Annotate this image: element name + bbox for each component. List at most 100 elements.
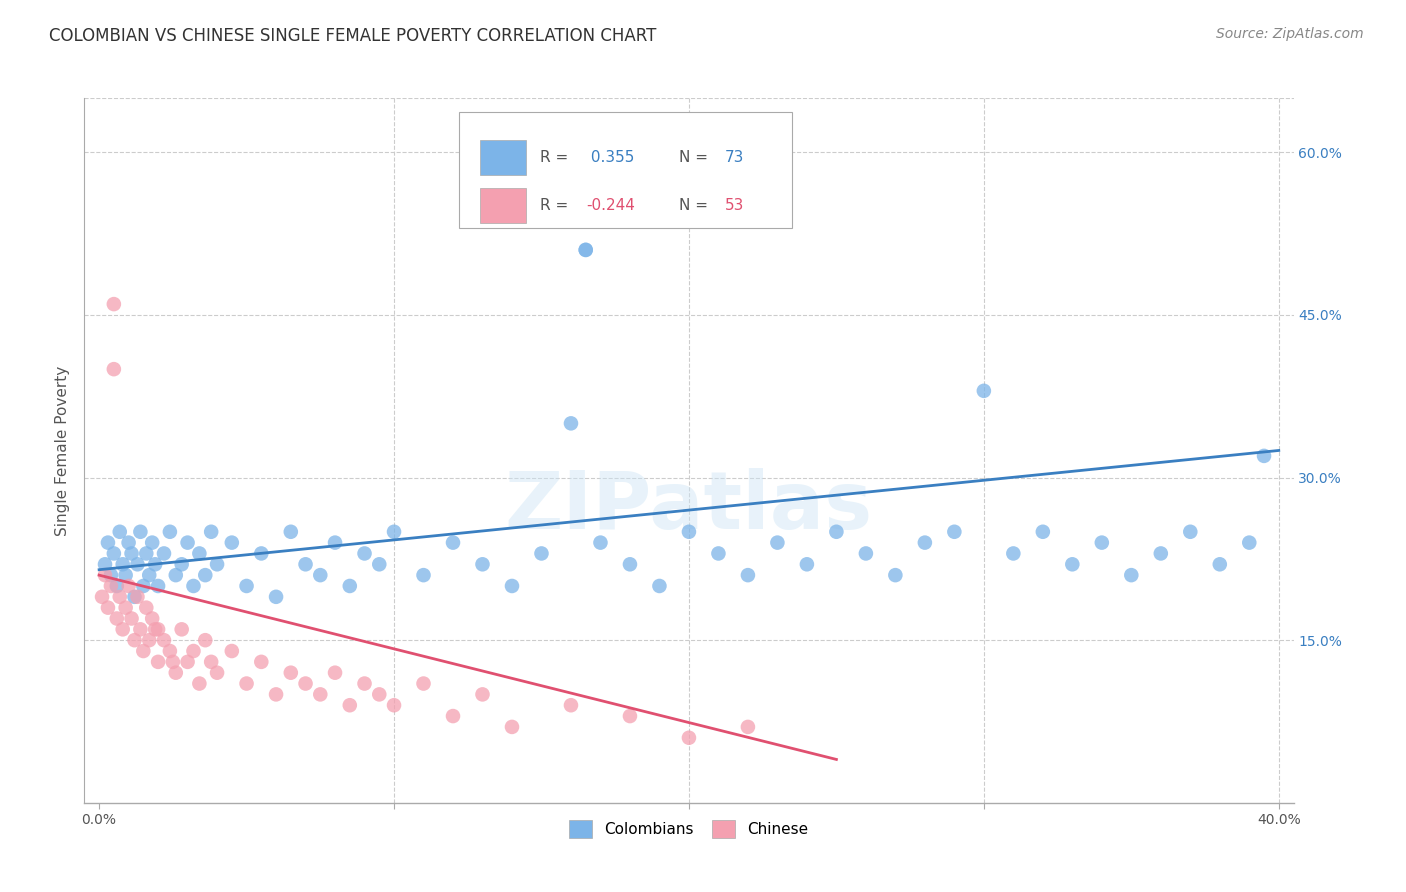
Point — [368, 558, 391, 572]
Point — [138, 568, 160, 582]
Point — [575, 243, 598, 257]
Point — [176, 655, 198, 669]
Point — [1002, 546, 1025, 560]
Point — [188, 676, 211, 690]
Point — [117, 535, 139, 549]
Point — [170, 558, 193, 572]
Point — [471, 687, 494, 701]
Point — [141, 535, 163, 549]
Point — [368, 687, 391, 701]
Point — [280, 665, 302, 680]
Point — [382, 524, 405, 539]
Point — [129, 524, 152, 539]
Point — [530, 546, 553, 560]
Text: R =: R = — [540, 150, 574, 165]
Point — [382, 698, 405, 713]
Point — [127, 558, 149, 572]
Point — [619, 558, 641, 572]
Point — [353, 546, 375, 560]
Point — [94, 568, 117, 582]
Point — [235, 579, 257, 593]
Point — [1032, 524, 1054, 539]
Point — [1253, 449, 1275, 463]
Point — [153, 546, 176, 560]
Point — [294, 676, 316, 690]
Point — [205, 665, 228, 680]
Point — [1209, 558, 1232, 572]
Point — [200, 655, 222, 669]
Point — [183, 579, 205, 593]
Point — [97, 600, 120, 615]
Point — [766, 535, 789, 549]
Point — [264, 590, 287, 604]
Text: R =: R = — [540, 198, 574, 213]
Point — [825, 524, 848, 539]
Point — [111, 623, 134, 637]
Point — [194, 633, 217, 648]
Point — [94, 558, 117, 572]
Point — [170, 623, 193, 637]
Point — [132, 644, 155, 658]
Point — [114, 600, 136, 615]
Point — [108, 524, 131, 539]
Point — [165, 568, 187, 582]
Point — [441, 535, 464, 549]
Point — [309, 687, 332, 701]
Point — [159, 644, 181, 658]
Point — [501, 579, 523, 593]
Point — [589, 535, 612, 549]
Legend: Colombians, Chinese: Colombians, Chinese — [564, 814, 814, 845]
Point — [100, 568, 122, 582]
Point — [943, 524, 966, 539]
Point — [221, 535, 243, 549]
Point — [141, 611, 163, 625]
Point — [294, 558, 316, 572]
Point — [471, 558, 494, 572]
Point — [159, 524, 181, 539]
Point — [114, 568, 136, 582]
Point — [1062, 558, 1084, 572]
Point — [143, 623, 166, 637]
Point — [353, 676, 375, 690]
Point — [309, 568, 332, 582]
Point — [280, 524, 302, 539]
Point — [129, 623, 152, 637]
Point — [619, 709, 641, 723]
Point — [235, 676, 257, 690]
Point — [100, 579, 122, 593]
Point — [678, 731, 700, 745]
Point — [339, 579, 361, 593]
Point — [441, 709, 464, 723]
Point — [146, 579, 169, 593]
Point — [121, 546, 143, 560]
Point — [575, 243, 598, 257]
Point — [194, 568, 217, 582]
Point — [1150, 546, 1173, 560]
Point — [176, 535, 198, 549]
Point — [124, 590, 146, 604]
Point — [146, 623, 169, 637]
Point — [796, 558, 818, 572]
Text: 73: 73 — [725, 150, 745, 165]
Point — [264, 687, 287, 701]
Point — [135, 600, 157, 615]
Point — [323, 535, 346, 549]
Point — [103, 362, 125, 376]
Point — [707, 546, 730, 560]
Text: 0.355: 0.355 — [586, 150, 634, 165]
Point — [737, 568, 759, 582]
Point — [127, 590, 149, 604]
Point — [339, 698, 361, 713]
Bar — [479, 140, 526, 175]
Y-axis label: Single Female Poverty: Single Female Poverty — [55, 366, 70, 535]
Point — [973, 384, 995, 398]
Point — [560, 417, 582, 431]
Point — [200, 524, 222, 539]
Point — [135, 546, 157, 560]
Point — [153, 633, 176, 648]
Point — [183, 644, 205, 658]
Point — [678, 524, 700, 539]
Bar — [479, 188, 526, 223]
Point — [1239, 535, 1261, 549]
Point — [221, 644, 243, 658]
